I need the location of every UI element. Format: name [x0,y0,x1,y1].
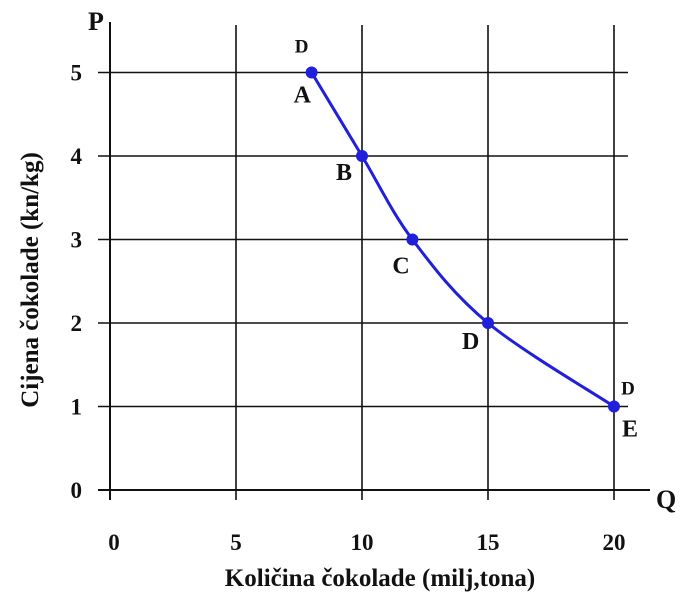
y-tick-label: 3 [71,228,83,253]
axes [98,22,650,500]
y-tick-label: 2 [71,311,83,336]
x-tick-label: 15 [477,530,500,555]
point-label-A: A [294,83,312,109]
point-label-E: E [622,417,638,443]
point-label-C: C [392,254,409,280]
x-tick-label: 0 [108,530,120,555]
curve-annotation-D: D [295,37,309,58]
data-point-B [356,150,368,162]
y-axis-title: Cijena čokolade (kn/kg) [17,152,44,408]
x-tick-label: 10 [351,530,374,555]
y-tick-label: 1 [71,395,83,420]
demand-curve [310,71,615,408]
point-label-B: B [336,160,352,186]
data-point-D [482,317,494,329]
data-point-E [608,400,620,413]
curve-annotation-D: D [621,379,635,400]
y-axis-letter: P [88,7,104,36]
data-point-C [406,233,419,246]
data-point-A [305,66,318,79]
y-tick-label: 5 [71,61,83,86]
tick-labels: 0 5 10 15 20 0 1 2 3 4 5 [71,61,626,556]
data-points [305,66,620,413]
x-tick-label: 20 [603,530,626,555]
annotations: DD [295,37,635,400]
y-tick-label: 4 [71,144,83,169]
x-tick-label: 5 [230,530,242,555]
grid-lines [98,25,628,500]
x-axis-letter: Q [656,485,676,514]
y-tick-label: 0 [71,478,83,503]
point-label-D: D [462,329,479,355]
x-axis-title: Količina čokolade (milj,tona) [225,565,535,592]
